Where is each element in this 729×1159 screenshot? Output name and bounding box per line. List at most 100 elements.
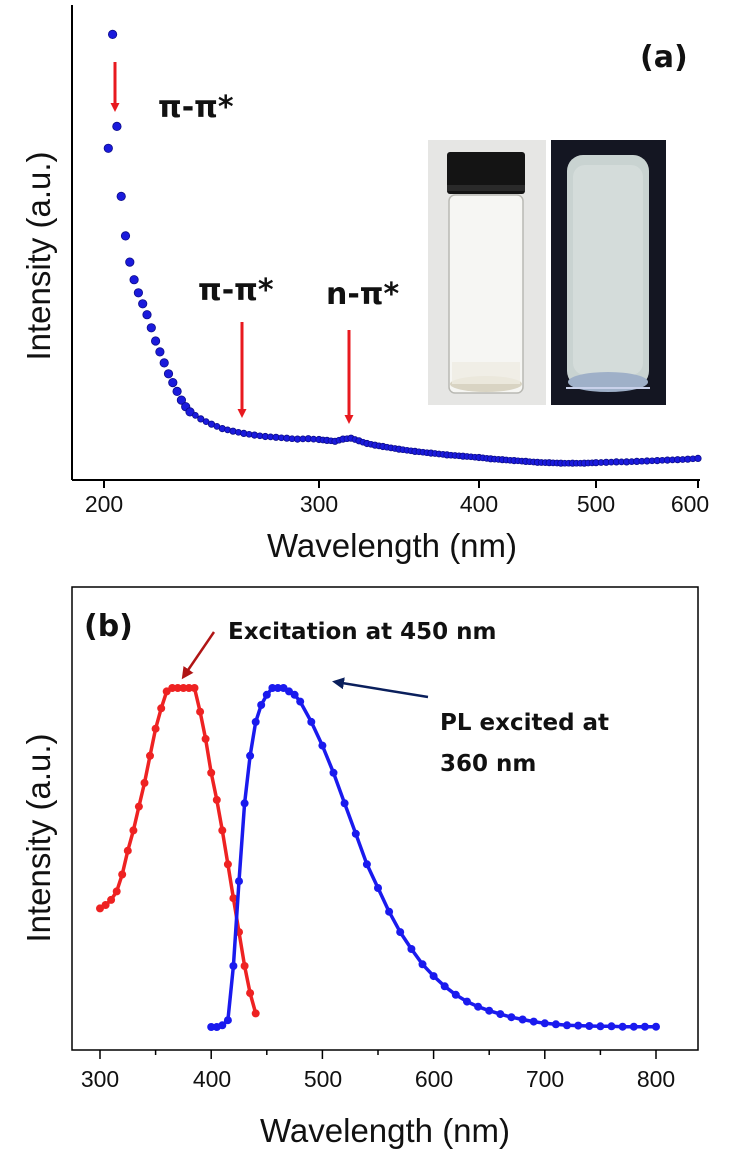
data-point (146, 751, 154, 760)
data-point (585, 1022, 594, 1030)
data-point (142, 310, 152, 320)
data-point (607, 1022, 616, 1031)
panel-a-x-tick-labels: 200 300 400 500 600 (85, 491, 709, 517)
data-point (463, 997, 471, 1006)
x-tick-label: 200 (85, 491, 123, 517)
data-point (257, 701, 266, 709)
data-point (440, 982, 449, 991)
x-tick-label: 400 (193, 1066, 231, 1092)
data-point (207, 768, 216, 777)
data-point (229, 962, 238, 970)
data-point (496, 1010, 505, 1019)
x-tick-label: 300 (81, 1066, 119, 1092)
data-point (168, 377, 178, 388)
data-point (157, 704, 166, 713)
vial-photo-daylight (428, 140, 546, 405)
data-point (374, 884, 382, 892)
x-tick-label: 800 (637, 1066, 675, 1092)
data-point (218, 1021, 227, 1030)
x-tick-label: 500 (577, 491, 615, 517)
data-point (640, 1022, 649, 1031)
data-point (229, 894, 238, 903)
panel-a: 200 300 400 500 600 Wavelength (nm) Inte… (20, 5, 709, 564)
data-point (103, 143, 113, 153)
data-point (129, 826, 138, 835)
panel-a-label: (a) (640, 40, 688, 75)
x-tick-label: 600 (671, 491, 709, 517)
data-point (629, 1022, 638, 1031)
excitation-annotation: Excitation at 450 nm (228, 619, 497, 645)
panel-b-x-tick-labels: 300 400 500 600 700 800 (81, 1066, 675, 1092)
data-point (362, 860, 371, 869)
navy-arrow-icon (332, 677, 429, 699)
data-point (223, 1016, 232, 1025)
data-point (212, 795, 221, 804)
data-point (240, 962, 249, 970)
vial-photo-uv (551, 140, 666, 405)
data-point (168, 684, 177, 692)
data-point (173, 684, 182, 692)
data-point (207, 1023, 216, 1031)
pi-pi-star-label-2: π-π* (198, 273, 274, 308)
dark-red-arrow-icon (181, 631, 216, 680)
data-point (116, 191, 126, 201)
data-point (246, 989, 255, 998)
x-tick-label: 600 (415, 1066, 453, 1092)
data-point (262, 690, 271, 699)
data-point (268, 684, 277, 692)
data-point (146, 323, 156, 333)
data-point (307, 717, 316, 726)
data-point (551, 1020, 560, 1029)
data-point (251, 1009, 260, 1018)
data-point (246, 751, 255, 760)
panel-b: 300 400 500 600 700 800 Wavelength (nm) … (20, 586, 699, 1149)
x-tick-label: 500 (304, 1066, 342, 1092)
data-point (185, 684, 193, 692)
data-point (240, 799, 249, 808)
data-point (159, 358, 169, 368)
data-point (185, 407, 195, 417)
data-point (125, 257, 135, 267)
data-point (129, 275, 139, 285)
data-point (140, 778, 149, 787)
panel-b-x-ticks (99, 1050, 657, 1059)
data-point (155, 347, 165, 357)
data-point (196, 707, 205, 716)
n-pi-star-label: n-π* (326, 277, 400, 312)
data-point (618, 1022, 627, 1031)
panel-b-y-axis-label: Intensity (a.u.) (20, 733, 57, 942)
data-point (123, 846, 132, 855)
pl-series (207, 684, 660, 1031)
data-point (407, 945, 416, 953)
data-point (329, 768, 338, 777)
data-point (192, 412, 199, 419)
data-point (385, 907, 394, 916)
data-point (418, 960, 427, 969)
data-point (138, 299, 148, 309)
data-point (396, 928, 405, 937)
data-point (134, 802, 143, 811)
excitation-series (96, 684, 260, 1018)
x-tick-label: 700 (526, 1066, 564, 1092)
data-point (118, 870, 127, 879)
data-point (107, 895, 116, 904)
data-point (340, 799, 349, 808)
panel-a-x-axis-label: Wavelength (nm) (267, 527, 517, 564)
data-point (112, 121, 122, 132)
data-point (351, 829, 360, 838)
panel-b-label: (b) (84, 609, 133, 644)
data-point (474, 1002, 483, 1011)
data-point (451, 990, 460, 999)
data-point (485, 1006, 494, 1015)
data-point (318, 741, 327, 750)
data-point (172, 386, 182, 396)
data-point (296, 697, 305, 706)
data-point (507, 1013, 516, 1022)
x-tick-label: 400 (460, 491, 498, 517)
data-point (201, 734, 210, 743)
pl-annotation-line1: PL excited at (440, 710, 609, 736)
data-point (251, 717, 260, 726)
data-point (179, 684, 188, 692)
data-point (108, 29, 118, 40)
